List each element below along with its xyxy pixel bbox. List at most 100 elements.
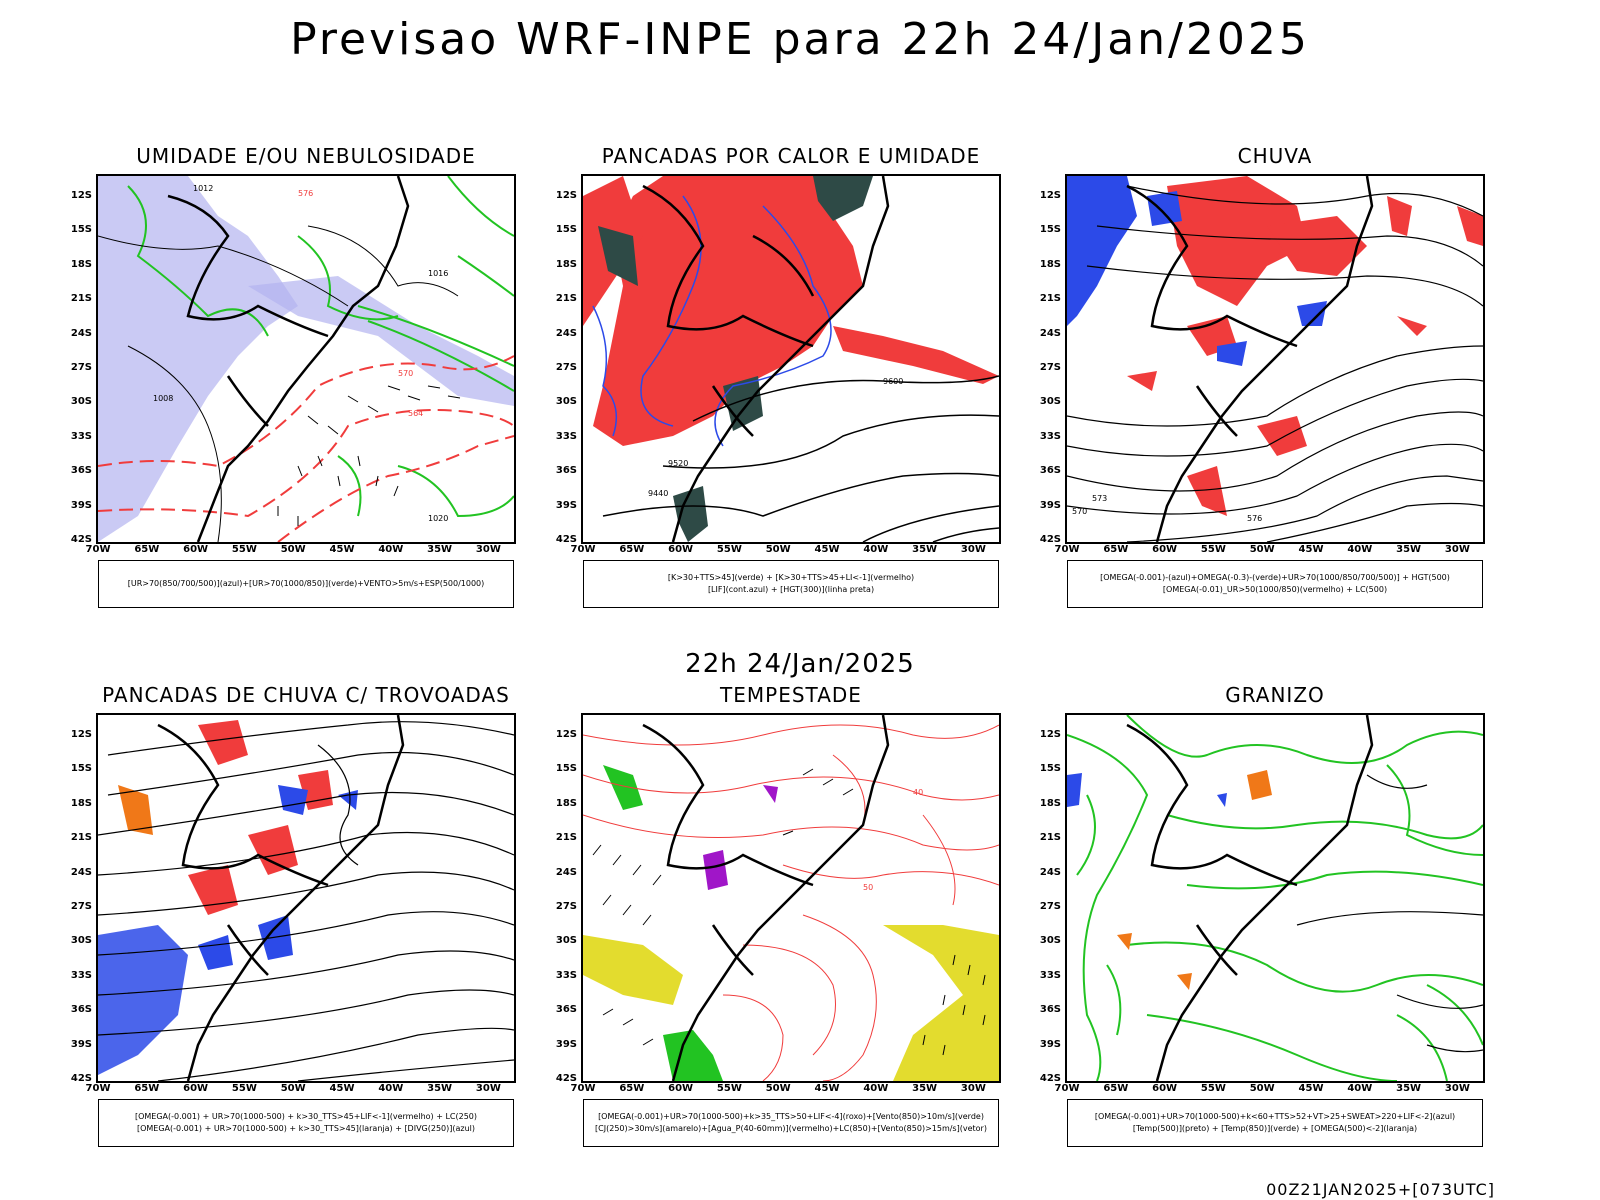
humidity-green-contour (127, 185, 269, 337)
storm-purple-area (703, 850, 728, 890)
panel-title: UMIDADE E/OU NEBULOSIDADE (136, 144, 476, 168)
hgt-black-contour (692, 375, 999, 422)
coastline (1155, 715, 1374, 1081)
panel-legend: [OMEGA(-0.001)+UR>70(1000-500)+k>35_TTS>… (583, 1099, 999, 1147)
lat-label: 33S (555, 430, 577, 442)
lat-label: 30S (1039, 396, 1061, 408)
lon-label: 65W (619, 1083, 645, 1094)
panel-chuva: CHUVA 12S 15S 18S 21S 24S 27S 30S 33S 36S 39S 42S (1040, 144, 1485, 610)
contour-label: 1016 (428, 269, 448, 278)
lat-label: 36S (70, 465, 92, 477)
lon-axis: 70W 65W 60W 55W 50W 45W 40W 35W 30W (86, 1083, 516, 1097)
map-canvas: 50 40 (583, 715, 999, 1081)
contour-label: 1008 (153, 394, 173, 403)
lon-label: 60W (668, 1083, 694, 1094)
map-canvas: 9600 9520 9440 (583, 176, 999, 542)
lat-label: 12S (70, 729, 92, 740)
contour-label: 1012 (193, 184, 213, 193)
lon-label: 65W (134, 1083, 160, 1094)
storm-purple-area (763, 785, 778, 803)
lat-label: 12S (1039, 729, 1061, 740)
humidity-blue-area (98, 176, 298, 542)
lat-label: 18S (70, 797, 92, 809)
temp850-green-contours (1067, 715, 1483, 1081)
country-border (1126, 184, 1298, 437)
lon-label: 50W (280, 544, 306, 555)
lon-label: 45W (814, 544, 840, 555)
lat-axis: 12S 15S 18S 21S 24S 27S 30S 33S 36S 39S 42S (1031, 174, 1063, 545)
lon-label: 45W (329, 544, 355, 555)
hgt-contours (1067, 185, 1483, 542)
hgt-black-contour (662, 414, 999, 469)
panel-pancadas-calor: PANCADAS POR CALOR E UMIDADE 12S 15S 18S 21… (556, 144, 1001, 610)
lon-label: 30W (475, 1083, 501, 1094)
panel-legend: [K>30+TTS>45](verde) + [K>30+TTS>45+LI<-… (583, 560, 999, 608)
map-canvas (98, 715, 514, 1081)
panel-title: PANCADAS POR CALOR E UMIDADE (601, 144, 981, 168)
map-canvas (1067, 715, 1483, 1081)
lon-axis: 70W 65W 60W 55W 50W 45W 40W 35W 30W (1055, 1083, 1485, 1097)
lon-label: 60W (1152, 1083, 1178, 1094)
panel-trovoadas: PANCADAS DE CHUVA C/ TROVOADAS 12S 15S 18S… (71, 683, 516, 1149)
lat-label: 39S (555, 499, 577, 511)
lat-label: 21S (1039, 293, 1061, 305)
lat-label: 24S (70, 327, 92, 339)
legend-line: [OMEGA(-0.001) + UR>70(1000-500) + k>30_… (134, 1112, 478, 1121)
lon-label: 40W (1347, 544, 1373, 555)
legend-line: [Temp(500)](preto) + [Temp(850)](verde) … (1132, 1124, 1418, 1133)
lat-label: 21S (555, 832, 577, 844)
lon-label: 50W (765, 1083, 791, 1094)
lat-label: 27S (70, 362, 92, 373)
humidity-green-contour (447, 176, 514, 297)
convective-green-area (723, 376, 763, 431)
lon-label: 40W (378, 1083, 404, 1094)
jet-yellow-area (883, 925, 999, 1081)
legend-line: [LIF](cont.azul) + [HGT(300)](linha pret… (707, 585, 875, 594)
lon-label: 55W (231, 544, 257, 555)
lat-label: 33S (555, 969, 577, 981)
lat-label: 42S (555, 534, 577, 545)
lon-label: 55W (1200, 1083, 1226, 1094)
humidity-blue-area (248, 276, 514, 406)
lat-label: 15S (1039, 224, 1061, 236)
lat-label: 33S (70, 969, 92, 981)
lat-label: 24S (1039, 327, 1061, 339)
lon-label: 30W (1444, 1083, 1470, 1094)
hail-blue-patches (1067, 773, 1227, 807)
coastline (1155, 176, 1374, 542)
contour-label: 9600 (883, 377, 903, 386)
lat-label: 30S (70, 396, 92, 408)
lat-label: 12S (1039, 190, 1061, 201)
lon-label: 40W (1347, 1083, 1373, 1094)
map-chuva: 576 573 570 (1065, 174, 1485, 544)
lon-label: 35W (1396, 1083, 1422, 1094)
lon-label: 45W (329, 1083, 355, 1094)
hgt-black-contour (602, 472, 999, 517)
lat-label: 27S (555, 901, 577, 912)
lat-label: 12S (555, 729, 577, 740)
contour-label: 40 (913, 788, 923, 797)
lc850-red-streamlines (583, 724, 999, 1081)
jet-yellow-area (583, 935, 683, 1005)
lat-label: 39S (70, 1038, 92, 1050)
footer-stamp: 00Z21JAN2025+[073UTC] (1266, 1180, 1495, 1199)
lon-label: 70W (85, 544, 111, 555)
storm-orange-patches (118, 785, 153, 835)
lat-label: 30S (1039, 935, 1061, 947)
convective-green-area (598, 226, 638, 286)
humidity-green-contour (357, 305, 514, 367)
lon-label: 45W (1298, 1083, 1324, 1094)
contour-label: 9440 (648, 489, 668, 498)
panel-legend: [UR>70(850/700/500)](azul)+[UR>70(1000/8… (98, 560, 514, 608)
lon-label: 65W (619, 544, 645, 555)
lat-label: 30S (555, 396, 577, 408)
hgt-black-contour (932, 527, 999, 542)
convective-red-area (833, 326, 999, 384)
map-pancadas-calor: 9600 9520 9440 (581, 174, 1001, 544)
map-granizo (1065, 713, 1485, 1083)
panel-legend: [OMEGA(-0.001)-(azul)+OMEGA(-0.3)-(verde… (1067, 560, 1483, 608)
lon-label: 35W (912, 544, 938, 555)
map-canvas: 576 573 570 (1067, 176, 1483, 542)
lat-label: 27S (1039, 362, 1061, 373)
humidity-green-contour (337, 455, 362, 517)
